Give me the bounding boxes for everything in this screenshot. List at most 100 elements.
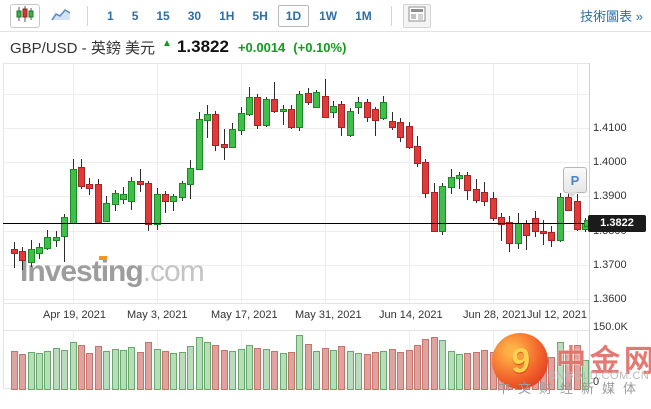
candle[interactable]	[514, 223, 522, 244]
candle[interactable]	[44, 237, 52, 249]
candle[interactable]	[565, 197, 573, 212]
volume-bar	[287, 351, 295, 390]
candle[interactable]	[145, 183, 153, 226]
candle[interactable]	[506, 222, 514, 244]
candle[interactable]	[136, 180, 144, 186]
candle[interactable]	[119, 193, 127, 200]
candle[interactable]	[86, 184, 94, 190]
date-gridline	[241, 63, 242, 303]
candle[interactable]	[338, 104, 346, 128]
candle[interactable]	[103, 203, 111, 223]
candle[interactable]	[388, 120, 396, 128]
candle[interactable]	[346, 110, 354, 137]
price-gridline	[3, 93, 589, 95]
candle[interactable]	[413, 145, 421, 164]
candle[interactable]	[195, 119, 203, 170]
volume-bar	[279, 353, 287, 390]
price-axis-label: 1.3900	[593, 190, 627, 203]
timeframe-1w-button[interactable]: 1W	[311, 5, 345, 27]
up-arrow-icon: ▲	[162, 37, 172, 49]
candle[interactable]	[481, 192, 489, 202]
candle[interactable]	[245, 97, 253, 115]
candle[interactable]	[161, 193, 169, 203]
candle[interactable]	[313, 92, 321, 108]
candle[interactable]	[455, 174, 463, 180]
candle[interactable]	[170, 196, 178, 203]
candle[interactable]	[178, 183, 186, 199]
candle[interactable]	[439, 186, 447, 232]
volume-bar	[439, 340, 447, 390]
volume-bar	[178, 351, 186, 390]
candle[interactable]	[203, 114, 211, 122]
candle[interactable]	[329, 105, 337, 113]
candle[interactable]	[380, 102, 388, 120]
candle[interactable]	[287, 108, 295, 128]
candle[interactable]	[556, 197, 564, 242]
candle[interactable]	[254, 97, 262, 126]
candle[interactable]	[94, 184, 102, 223]
volume-bar	[86, 353, 94, 390]
candle[interactable]	[52, 236, 60, 241]
timeframe-1h-button[interactable]: 1H	[211, 5, 242, 27]
timeframe-30-button[interactable]: 30	[180, 5, 209, 27]
timeframe-5h-button[interactable]: 5H	[244, 5, 275, 27]
candle[interactable]	[61, 216, 69, 238]
volume-axis-zero-label: 0	[593, 376, 600, 388]
candle[interactable]	[128, 180, 136, 202]
timeframe-5-button[interactable]: 5	[124, 5, 147, 27]
volume-bar	[119, 350, 127, 390]
volume-bar	[472, 351, 480, 390]
candle[interactable]	[447, 177, 455, 189]
candle[interactable]	[187, 167, 195, 186]
chart-type-candlestick-button[interactable]	[10, 3, 40, 28]
candle[interactable]	[77, 166, 85, 188]
candle[interactable]	[304, 93, 312, 103]
candle[interactable]	[472, 188, 480, 202]
candle[interactable]	[405, 125, 413, 148]
candle[interactable]	[430, 191, 438, 232]
candle[interactable]	[464, 174, 472, 191]
candle[interactable]	[539, 230, 547, 235]
candle[interactable]	[153, 193, 161, 226]
candle[interactable]	[422, 161, 430, 195]
timeframe-1m-button[interactable]: 1M	[347, 5, 380, 27]
candle[interactable]	[237, 112, 245, 131]
candle[interactable]	[271, 98, 279, 113]
candle[interactable]	[397, 122, 405, 138]
volume-bar	[229, 350, 237, 390]
candle[interactable]	[371, 108, 379, 122]
candle[interactable]	[279, 108, 287, 113]
candle[interactable]	[548, 231, 556, 242]
candle[interactable]	[111, 192, 119, 206]
candle[interactable]	[363, 102, 371, 118]
volume-bar	[69, 341, 77, 390]
chart-type-line-button[interactable]	[46, 4, 76, 28]
candle[interactable]	[212, 114, 220, 146]
candle[interactable]	[531, 218, 539, 232]
date-gridline	[157, 63, 158, 303]
candle[interactable]	[321, 95, 329, 118]
candle[interactable]	[35, 247, 43, 254]
candle[interactable]	[10, 249, 18, 255]
candle[interactable]	[497, 216, 505, 226]
candle[interactable]	[229, 128, 237, 148]
candle[interactable]	[262, 98, 270, 126]
candle[interactable]	[489, 198, 497, 219]
timeframe-1-button[interactable]: 1	[99, 5, 122, 27]
volume-bar	[77, 344, 85, 390]
pivot-flag-marker[interactable]: P	[563, 167, 587, 198]
candle[interactable]	[296, 94, 304, 128]
candle[interactable]	[355, 102, 363, 108]
technical-chart-link[interactable]: 技術圖表 »	[580, 9, 643, 24]
news-panel-button[interactable]	[402, 3, 431, 28]
candle[interactable]	[523, 223, 531, 236]
candle[interactable]	[27, 249, 35, 264]
candle[interactable]	[220, 143, 228, 148]
timeframe-1d-button[interactable]: 1D	[277, 4, 310, 27]
candle[interactable]	[19, 251, 27, 262]
candle[interactable]	[573, 200, 581, 230]
candle[interactable]	[69, 169, 77, 224]
price-change-percent: (+0.10%)	[293, 39, 347, 55]
timeframe-15-button[interactable]: 15	[148, 5, 177, 27]
